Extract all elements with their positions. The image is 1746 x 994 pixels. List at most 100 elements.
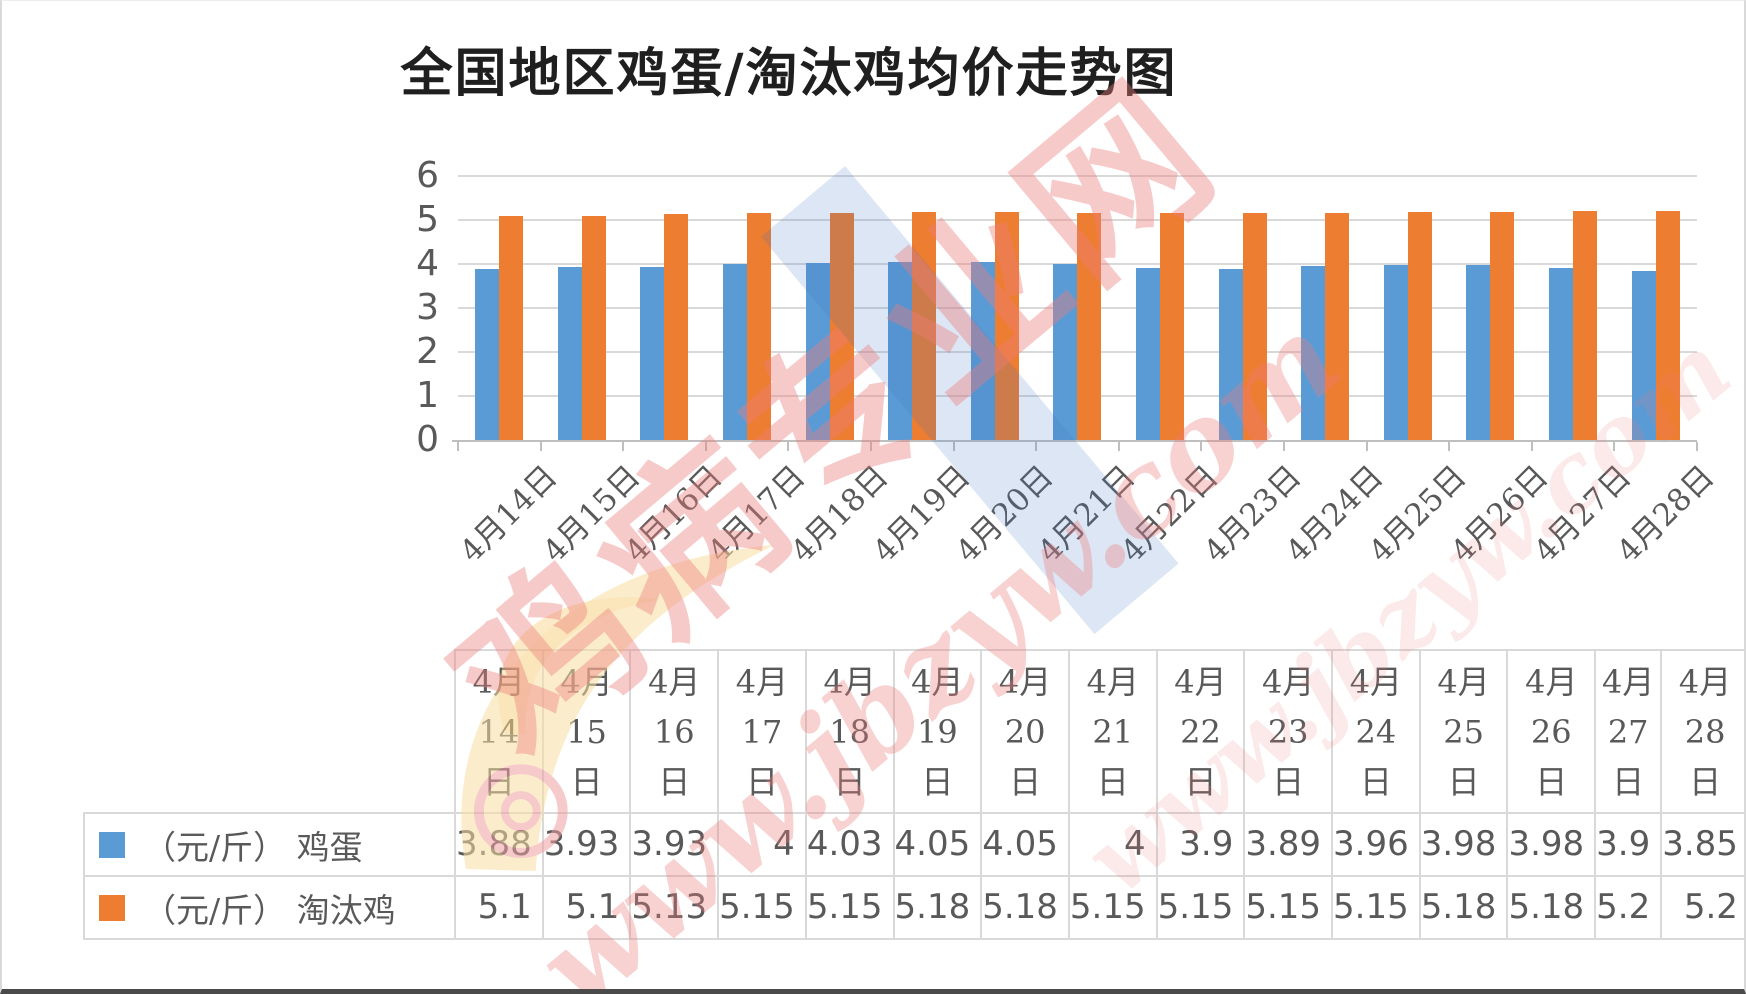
egg-bar-4月25日 [1383,265,1408,440]
table-value-cell: 5.15 [1157,877,1246,940]
table-value-cell: 5.18 [1508,877,1597,940]
table-value-cell: 5.18 [1420,877,1509,940]
table-value-cell: 5.2 [1596,877,1663,940]
chicken-bar-4月20日 [994,212,1019,440]
chicken-bar-4月24日 [1325,213,1350,440]
category-4月27日 [1532,176,1615,440]
y-tick-label: 0 [416,419,439,460]
egg-bar-4月28日 [1631,271,1656,440]
chart-title: 全国地区鸡蛋/淘汰鸡均价走势图 [400,43,1178,104]
y-tick-label: 1 [416,375,439,416]
axis-tick [1035,442,1037,451]
table-header-4月19日: 4月 19 日 [894,649,983,814]
category-4月15日 [541,176,624,440]
egg-bar-4月14日 [475,269,500,440]
table-header-4月16日: 4月 16 日 [631,649,720,814]
chicken-bar-4月19日 [912,212,937,440]
table-value-cell: 3.85 [1662,814,1744,877]
axis-tick [1531,442,1533,451]
category-4月20日 [954,176,1037,440]
table-value-cell: 5.15 [719,877,807,940]
axis-tick [1613,442,1615,451]
category-4月24日 [1284,176,1367,440]
axis-tick [1118,442,1120,451]
table-value-cell: 5.2 [1662,877,1744,940]
table-value-cell: 3.88 [456,814,544,877]
table-value-cell: 3.9 [1596,814,1663,877]
axis-tick [953,442,955,451]
y-tick-label: 4 [416,243,439,284]
table-value-cell: 3.98 [1420,814,1509,877]
chicken-bar-4月27日 [1573,211,1598,440]
table-header-4月25日: 4月 25 日 [1420,649,1509,814]
chicken-bar-4月18日 [829,213,854,440]
table-value-cell: 5.1 [456,877,544,940]
category-4月18日 [788,176,871,440]
table-corner-cell [83,649,456,814]
table-header-4月21日: 4月 21 日 [1069,649,1158,814]
chicken-bar-4月21日 [1077,213,1102,440]
chicken-bar-4月14日 [499,216,524,440]
table-value-cell: 3.89 [1245,814,1334,877]
axis-tick [1366,442,1368,451]
table-header-4月17日: 4月 17 日 [719,649,807,814]
table-header-4月15日: 4月 15 日 [543,649,632,814]
category-4月17日 [706,176,789,440]
table-value-cell: 5.18 [894,877,983,940]
egg-bar-4月24日 [1301,266,1326,440]
axis-tick [705,442,707,451]
table-value-cell: 5.15 [806,877,895,940]
table-value-cell: 5.15 [1333,877,1421,940]
table-value-cell: 3.93 [631,814,720,877]
egg-bar-4月20日 [970,262,995,440]
axis-tick [787,442,789,451]
table-value-cell: 4.05 [982,814,1070,877]
table-header-4月27日: 4月 27 日 [1596,649,1663,814]
axis-tick [870,442,872,451]
category-4月25日 [1367,176,1450,440]
table-value-cell: 5.15 [1069,877,1158,940]
egg-bar-4月16日 [640,267,665,440]
egg-bar-4月26日 [1466,265,1491,440]
category-4月26日 [1449,176,1532,440]
category-4月21日 [1036,176,1119,440]
chicken-bar-4月15日 [581,216,606,440]
table-value-cell: 4.03 [806,814,895,877]
table-value-cell: 3.96 [1333,814,1421,877]
chicken-bar-4月16日 [664,214,689,440]
egg-bar-4月19日 [888,262,913,440]
chicken-bar-4月28日 [1655,211,1680,440]
egg-bar-4月27日 [1549,268,1574,440]
egg-bar-4月17日 [723,264,748,440]
egg-bar-4月22日 [1136,268,1161,440]
category-4月16日 [623,176,706,440]
axis-tick [622,442,624,451]
table-value-cell: 5.18 [982,877,1070,940]
table-header-4月18日: 4月 18 日 [806,649,895,814]
table-value-cell: 3.93 [543,814,632,877]
egg-bar-4月23日 [1218,269,1243,440]
table-header-4月28日: 4月 28 日 [1662,649,1744,814]
axis-tick [1448,442,1450,451]
axis-tick [1200,442,1202,451]
y-tick-label: 2 [416,331,439,372]
table-value-cell: 5.1 [543,877,632,940]
chicken-bar-4月25日 [1407,212,1432,440]
table-row-label-culled-chicken: （元/斤） 淘汰鸡 [83,877,456,940]
legend-label: （元/斤） 鸡蛋 [143,827,363,867]
table-header-4月22日: 4月 22 日 [1157,649,1246,814]
y-tick-label: 3 [416,287,439,328]
table-value-cell: 4 [1069,814,1158,877]
egg-bar-4月15日 [557,267,582,440]
legend-label: （元/斤） 淘汰鸡 [143,890,396,930]
category-4月28日 [1614,176,1697,440]
egg-bar-4月21日 [1053,264,1078,440]
table-value-cell: 3.9 [1157,814,1246,877]
y-tick-label: 5 [416,199,439,240]
table-value-cell: 4.05 [894,814,983,877]
chicken-bar-4月22日 [1160,213,1185,440]
table-header-4月24日: 4月 24 日 [1333,649,1421,814]
table-header-4月23日: 4月 23 日 [1245,649,1334,814]
egg-bar-4月18日 [805,263,830,440]
